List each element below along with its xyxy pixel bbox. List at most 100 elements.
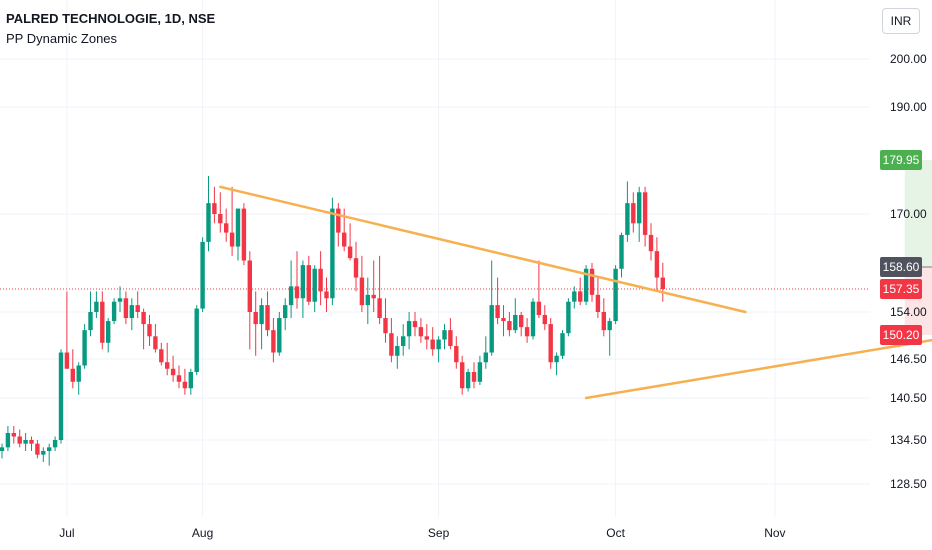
candle: [448, 318, 453, 350]
candle: [129, 298, 134, 331]
candle-body: [572, 291, 577, 302]
candle: [359, 255, 365, 312]
candle-body: [259, 305, 264, 325]
candle-body: [566, 301, 571, 334]
target-badge-label: 179.95: [883, 153, 920, 167]
candle-body: [123, 298, 129, 319]
candle: [94, 291, 99, 319]
candle-body: [241, 208, 247, 261]
candle: [465, 368, 471, 392]
candle: [330, 197, 335, 306]
candle-body: [23, 440, 28, 444]
candle: [583, 265, 589, 306]
candle-body: [294, 286, 300, 299]
candle-body: [41, 451, 46, 455]
stop-badge-bg: [880, 325, 922, 345]
candle: [200, 237, 205, 312]
candle: [554, 352, 559, 376]
candle-body: [483, 352, 488, 363]
candle-body: [188, 372, 193, 389]
currency-button[interactable]: INR: [882, 8, 920, 34]
price-tick-label: 146.50: [890, 352, 927, 366]
time-tick-label: Oct: [606, 526, 625, 540]
candle-body: [111, 301, 117, 322]
candle: [82, 324, 87, 369]
candle-body: [524, 327, 530, 337]
indicator-label[interactable]: PP Dynamic Zones: [6, 31, 118, 46]
candle-body: [159, 349, 164, 363]
candle: [47, 443, 52, 466]
candle: [660, 262, 665, 302]
candle: [548, 318, 553, 369]
candle: [277, 312, 282, 356]
trendlines: [219, 185, 932, 400]
candle-body: [330, 208, 335, 299]
candle: [259, 298, 264, 350]
candle-body: [153, 336, 158, 350]
price-tick-label: 134.50: [890, 433, 927, 447]
candle: [206, 176, 211, 252]
candle: [631, 192, 636, 233]
price-axis[interactable]: 200.00 190.00 170.00 154.00 146.50 140.50 134.…: [880, 52, 927, 491]
candle: [176, 365, 182, 389]
candle-body: [430, 339, 435, 350]
candle-body: [82, 330, 87, 366]
candle-body: [29, 440, 34, 444]
candle: [64, 291, 70, 369]
candle-body: [554, 355, 559, 363]
candle-body: [578, 291, 583, 302]
last-price-badge: 157.35: [880, 279, 922, 299]
candle: [371, 260, 376, 312]
candle: [619, 232, 624, 278]
candle: [182, 368, 188, 395]
candle-body: [212, 203, 217, 214]
candle: [477, 355, 483, 385]
candle-body: [660, 277, 665, 289]
candle: [35, 440, 40, 459]
candle-body: [117, 298, 123, 302]
candle: [460, 355, 465, 395]
candle-body: [288, 286, 294, 306]
stop-zone: [904, 267, 932, 335]
stop-badge-label: 150.20: [883, 328, 920, 342]
candle: [253, 291, 258, 356]
candle-body: [406, 321, 412, 337]
candle-body: [513, 315, 518, 331]
candle-body: [306, 265, 311, 302]
candle-body: [501, 318, 506, 322]
candle: [513, 298, 518, 334]
candle: [141, 308, 146, 350]
candle-body: [548, 324, 553, 363]
last-badge-bg: [880, 279, 922, 299]
candle: [23, 433, 28, 451]
trendline-lower: [584, 338, 932, 400]
candle-body: [436, 339, 441, 350]
candle: [607, 318, 612, 356]
time-axis[interactable]: JulAugSepOctNovDec2024: [59, 526, 932, 540]
candle: [507, 312, 512, 337]
candle: [229, 186, 235, 256]
candle-body: [637, 192, 642, 224]
candle: [542, 305, 547, 331]
candle-body: [58, 352, 64, 440]
candle: [41, 447, 46, 462]
symbol-title[interactable]: PALRED TECHNOLOGIE, 1D, NSE: [6, 11, 216, 26]
candle: [389, 318, 394, 363]
candle-body: [129, 305, 134, 319]
candle-body: [371, 294, 376, 299]
candle-body: [495, 305, 500, 319]
candle: [218, 192, 223, 233]
candle-body: [141, 312, 146, 325]
target-price-badge: 179.95: [880, 150, 922, 170]
candle: [194, 305, 199, 376]
candle: [406, 312, 412, 350]
candle-body: [0, 447, 5, 451]
candle: [29, 436, 34, 451]
trendline-upper: [219, 185, 747, 314]
candle-body: [619, 234, 624, 269]
candle: [70, 349, 75, 389]
candle-body: [530, 301, 536, 337]
candle-body: [536, 301, 542, 316]
entry-badge-label: 158.60: [883, 260, 920, 274]
